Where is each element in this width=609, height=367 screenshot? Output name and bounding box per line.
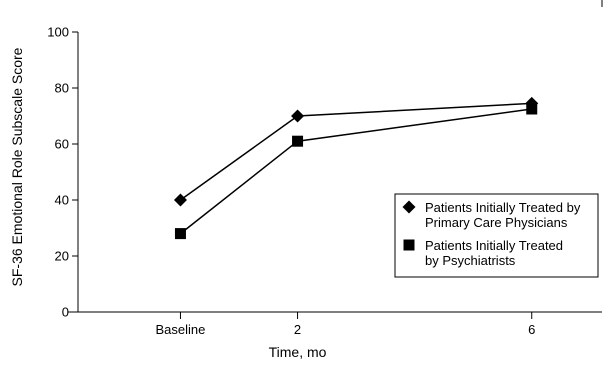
legend-square-marker (403, 239, 415, 251)
x-tick-label: 2 (294, 322, 301, 337)
y-tick-label: 100 (47, 25, 69, 40)
legend-label: by Psychiatrists (425, 253, 516, 268)
x-axis-title: Time, mo (269, 344, 327, 360)
y-tick-label: 0 (62, 305, 69, 320)
plot-area: 0 20 40 60 80 100 Baseline 2 6 (47, 0, 603, 337)
series-layer (173, 96, 539, 240)
x-tick-label: Baseline (156, 322, 206, 337)
x-tick-label: 6 (528, 322, 535, 337)
square-marker (174, 228, 186, 240)
x-axis-ticks: Baseline 2 6 (156, 312, 535, 337)
legend-box (394, 193, 599, 278)
y-tick-label: 40 (55, 193, 69, 208)
legend-label: Primary Care Physicians (425, 215, 568, 230)
square-marker (526, 103, 538, 115)
legend-label: Patients Initially Treated (425, 238, 563, 253)
series-1 (173, 96, 539, 207)
square-marker (292, 135, 304, 147)
y-axis-ticks: 0 20 40 60 80 100 (47, 25, 78, 320)
series-2 (174, 103, 538, 240)
diamond-marker (173, 193, 187, 207)
series-line (180, 102, 532, 201)
y-axis-title: SF-36 Emotional Role Subscale Score (9, 47, 25, 286)
y-tick-label: 60 (55, 137, 69, 152)
y-tick-label: 20 (55, 249, 69, 264)
legend-label: Patients Initially Treated by (425, 200, 581, 215)
y-tick-label: 80 (55, 81, 69, 96)
legend-diamond-marker (402, 200, 416, 214)
diamond-marker (291, 109, 305, 123)
